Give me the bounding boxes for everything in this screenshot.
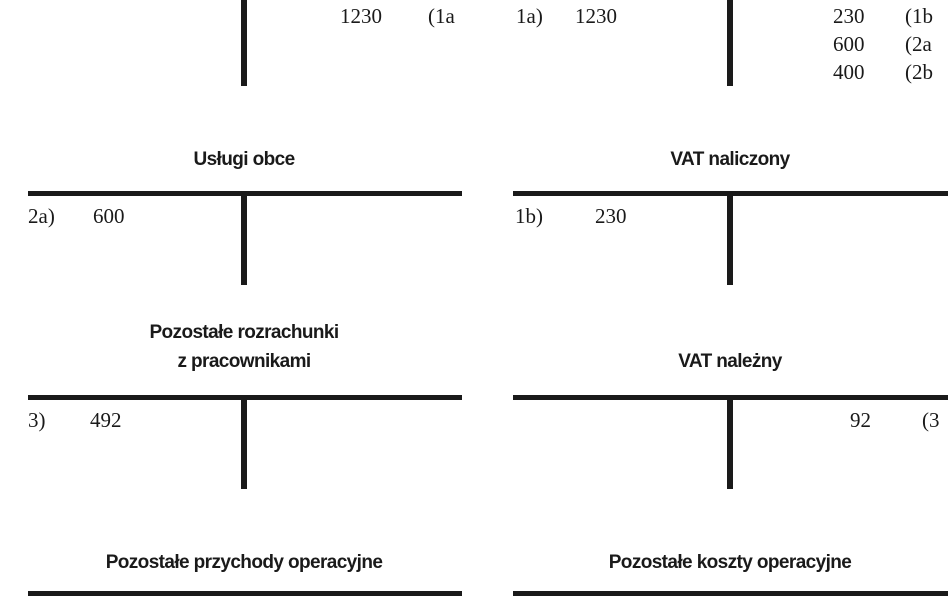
entry-amount: 1230 [340,4,382,28]
t-account-divider [727,191,733,285]
t-account-line [513,591,948,596]
account-title: Pozostałe przychody operacyjne [105,552,383,573]
entry-amount: 600 [93,204,125,228]
entry-amount: 92 [850,408,871,432]
entry-amount: 400 [833,60,865,84]
account-title: VAT naliczony [670,149,790,170]
t-account-divider [241,0,247,86]
account-title: Usługi obce [193,149,295,170]
entry-ref: 3) [28,408,46,432]
t-account-divider [241,191,247,285]
account-title: Pozostałe rozrachunki [149,322,339,343]
entry-amount: 230 [833,4,865,28]
entry-ref: 1b) [515,204,543,228]
entry-amount: 230 [595,204,627,228]
entry-ref: (1a [428,4,455,28]
account-title: VAT należny [678,351,782,372]
entry-ref: (1b [905,4,933,28]
entry-ref: 2a) [28,204,55,228]
t-account-divider [727,395,733,489]
entry-ref: (3 [922,408,940,432]
entry-amount: 1230 [575,4,617,28]
t-account-divider [241,395,247,489]
entry-ref: (2b [905,60,933,84]
entry-amount: 492 [90,408,122,432]
entry-amount: 600 [833,32,865,56]
t-account-divider [727,0,733,86]
entry-ref: 1a) [516,4,543,28]
account-title: z pracownikami [177,351,311,372]
entry-ref: (2a [905,32,932,56]
account-title: Pozostałe koszty operacyjne [608,552,852,573]
t-account-line [28,591,462,596]
